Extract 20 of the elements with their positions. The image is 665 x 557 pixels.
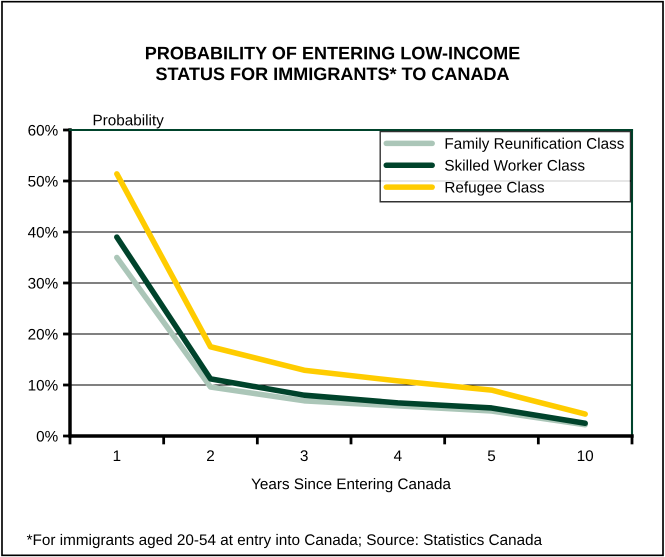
y-axis-title: Probability	[94, 114, 164, 128]
chart-title: PROBABILITY OF ENTERING LOW-INCOME STATUS FOR IMMIGRANTS* TO CANADA	[146, 46, 520, 80]
x-axis-title: Years Since Entering Canada	[251, 478, 451, 492]
x-tick-label: 5	[488, 450, 496, 462]
x-tick-label: 2	[207, 450, 214, 461]
legend-label: Refugee Class	[446, 181, 544, 196]
x-tick-label: 3	[300, 450, 308, 462]
x-tick-label: 4	[394, 450, 402, 461]
y-tick-label: 10%	[28, 380, 58, 391]
y-tick-label: 40%	[28, 226, 58, 238]
y-tick-label: 30%	[28, 278, 58, 289]
y-tick-label: 60%	[28, 124, 58, 136]
y-tick-label: 20%	[28, 328, 58, 340]
x-tick-label: 10	[578, 450, 594, 462]
legend-label: Family Reunification Class	[446, 138, 624, 152]
y-tick-label: 50%	[28, 176, 58, 187]
text: *For immigrants aged 20-54 at entry into Canada; Source: Statistics Canada	[26, 534, 542, 548]
x-tick-label: 1	[114, 450, 120, 461]
y-tick-label: 0%	[36, 430, 58, 442]
legend-label: Skilled Worker Class	[445, 160, 584, 171]
